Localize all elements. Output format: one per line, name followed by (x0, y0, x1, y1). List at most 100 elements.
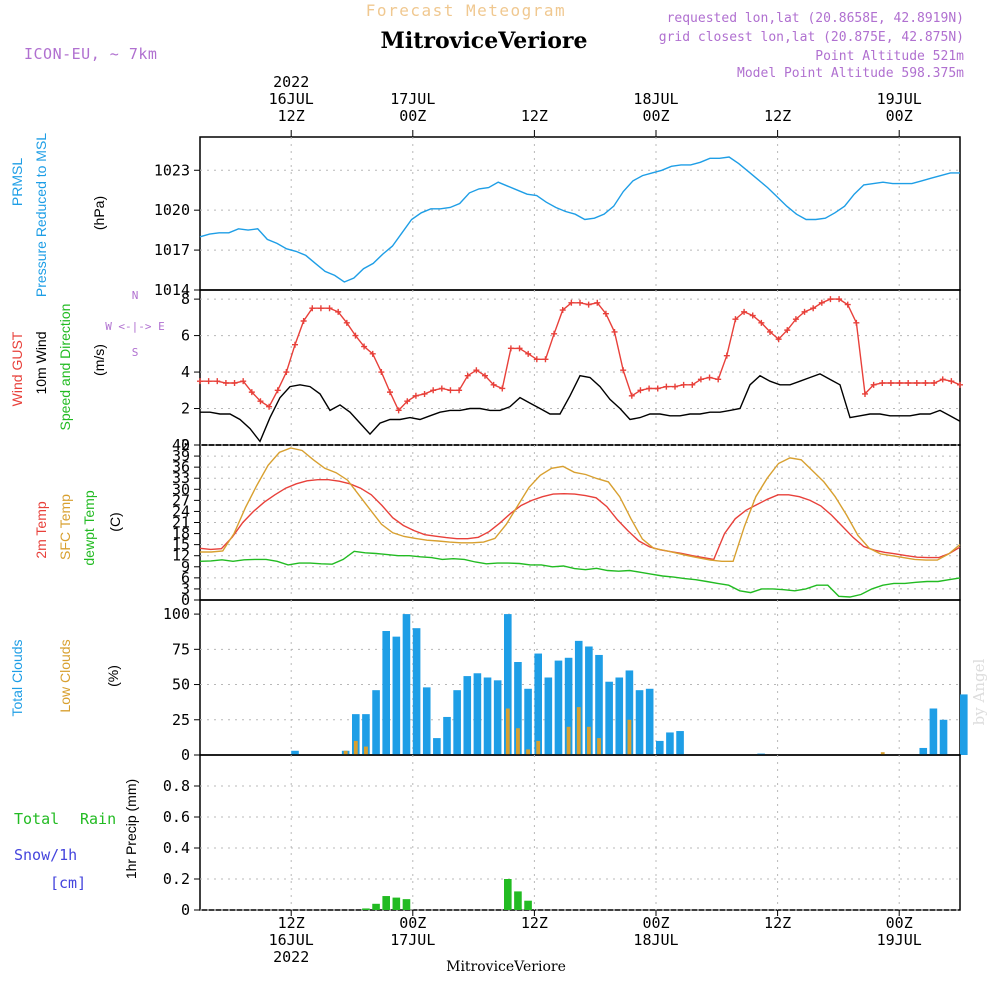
y-tick-label: 9 (181, 558, 190, 576)
gust-marker (568, 299, 575, 306)
wind-line (200, 373, 961, 443)
gust-marker (706, 374, 713, 381)
low-clouds-label: Low Clouds (57, 639, 73, 712)
gust-marker (283, 369, 290, 376)
gust-marker (697, 376, 704, 383)
gust-marker (197, 378, 203, 385)
total-cloud-bar (483, 677, 492, 755)
gust-marker (948, 378, 955, 385)
total-cloud-bar (645, 688, 654, 755)
gust-marker (577, 299, 583, 306)
gust-marker (663, 383, 670, 390)
gust-marker (309, 305, 316, 312)
gust-marker (317, 305, 324, 312)
x-tick-label-top: 00Z (399, 107, 426, 125)
y-tick-label: 0.6 (163, 808, 190, 826)
precip-bar (524, 900, 532, 910)
total-cloud-bar (412, 628, 421, 755)
total-cloud-bar (422, 687, 431, 755)
gust-marker (369, 350, 376, 357)
gust-marker (749, 312, 756, 319)
gust-marker (335, 308, 342, 315)
precip-bar (514, 891, 522, 910)
gust-marker (352, 332, 359, 339)
gust-marker (326, 305, 333, 312)
gust-marker (248, 389, 255, 396)
panel-frame (199, 754, 961, 911)
gust-marker (516, 345, 523, 352)
y-tick-label: 1023 (154, 161, 190, 179)
low-cloud-bar (576, 707, 581, 755)
low-cloud-bar (364, 746, 368, 755)
y-tick-label: 75 (172, 640, 190, 658)
dewpt-line (199, 550, 961, 598)
x-tick-label-bottom: 00Z (399, 914, 426, 932)
low-cloud-bar (880, 752, 885, 755)
low-cloud-bar (526, 749, 530, 755)
y-tick-label: 0.2 (163, 870, 190, 888)
gust-marker (542, 356, 549, 363)
gust-marker (404, 398, 411, 405)
sfc-temp-line (200, 447, 961, 562)
total-cloud-bar (372, 690, 380, 755)
gust-marker (559, 307, 566, 314)
gust-marker (473, 367, 480, 374)
snow-unit: [cm] (50, 874, 86, 892)
gust-marker (430, 387, 437, 394)
gust-marker (870, 381, 877, 388)
total-clouds-label: Total Clouds (9, 639, 25, 716)
gust-marker (343, 319, 350, 326)
y-tick-label: 6 (181, 327, 190, 345)
total-cloud-bar (656, 740, 664, 755)
gust-marker (499, 385, 506, 392)
low-cloud-bar (627, 719, 632, 755)
sfc-temp-label: SFC Temp (57, 494, 73, 560)
gust-marker (611, 328, 618, 335)
gust-marker (205, 378, 212, 385)
closest-coords: grid closest lon,lat (20.875E, 42.875N) (659, 30, 964, 45)
precip-bar (362, 908, 370, 910)
low-cloud-bar (505, 708, 510, 755)
gust-marker (533, 356, 540, 363)
gust-marker (732, 316, 739, 323)
low-cloud-bar (536, 740, 541, 755)
x-tick-label-top: 12Z (764, 107, 791, 125)
precip-bar (392, 897, 401, 910)
temp-2m-line (199, 479, 961, 561)
total-cloud-bar (635, 690, 644, 755)
gust-marker (853, 319, 860, 326)
wind-label: 10m Wind (33, 331, 49, 394)
y-tick-label: 12 (172, 547, 190, 565)
total-cloud-bar (433, 738, 441, 755)
pressure-line (199, 156, 960, 283)
y-tick-label: 27 (172, 491, 190, 509)
y-tick-label: 1017 (154, 241, 190, 259)
total-cloud-bar (453, 690, 461, 755)
y-tick-label: 15 (172, 536, 190, 554)
compass-n: N (132, 289, 139, 302)
clouds-unit: (%) (105, 665, 121, 687)
gust-marker (525, 350, 532, 357)
total-cloud-bar (585, 646, 593, 755)
y-tick-label: 1020 (154, 201, 190, 219)
low-cloud-bar (586, 726, 591, 755)
total-cloud-bar (504, 614, 512, 755)
x-tick-label-top: 17JUL (390, 90, 435, 108)
total-cloud-bar (493, 680, 502, 755)
pressure-label-2: Pressure Reduced to MSL (33, 133, 49, 297)
gust-marker (551, 330, 558, 337)
total-cloud-bar (625, 670, 634, 755)
gust-marker (758, 319, 765, 326)
y-tick-label: 2 (181, 400, 190, 418)
gust-marker (585, 301, 592, 308)
y-tick-label: 100 (163, 605, 190, 623)
y-tick-label: 1014 (154, 281, 190, 299)
total-cloud-bar (463, 676, 472, 755)
gust-marker (464, 372, 471, 379)
x-tick-label-bottom: 18JUL (633, 931, 678, 949)
gust-marker (602, 310, 609, 317)
gust-marker (939, 376, 946, 383)
y-tick-label: 25 (172, 711, 190, 729)
precip-bar (402, 899, 411, 910)
gust-marker (421, 390, 428, 397)
